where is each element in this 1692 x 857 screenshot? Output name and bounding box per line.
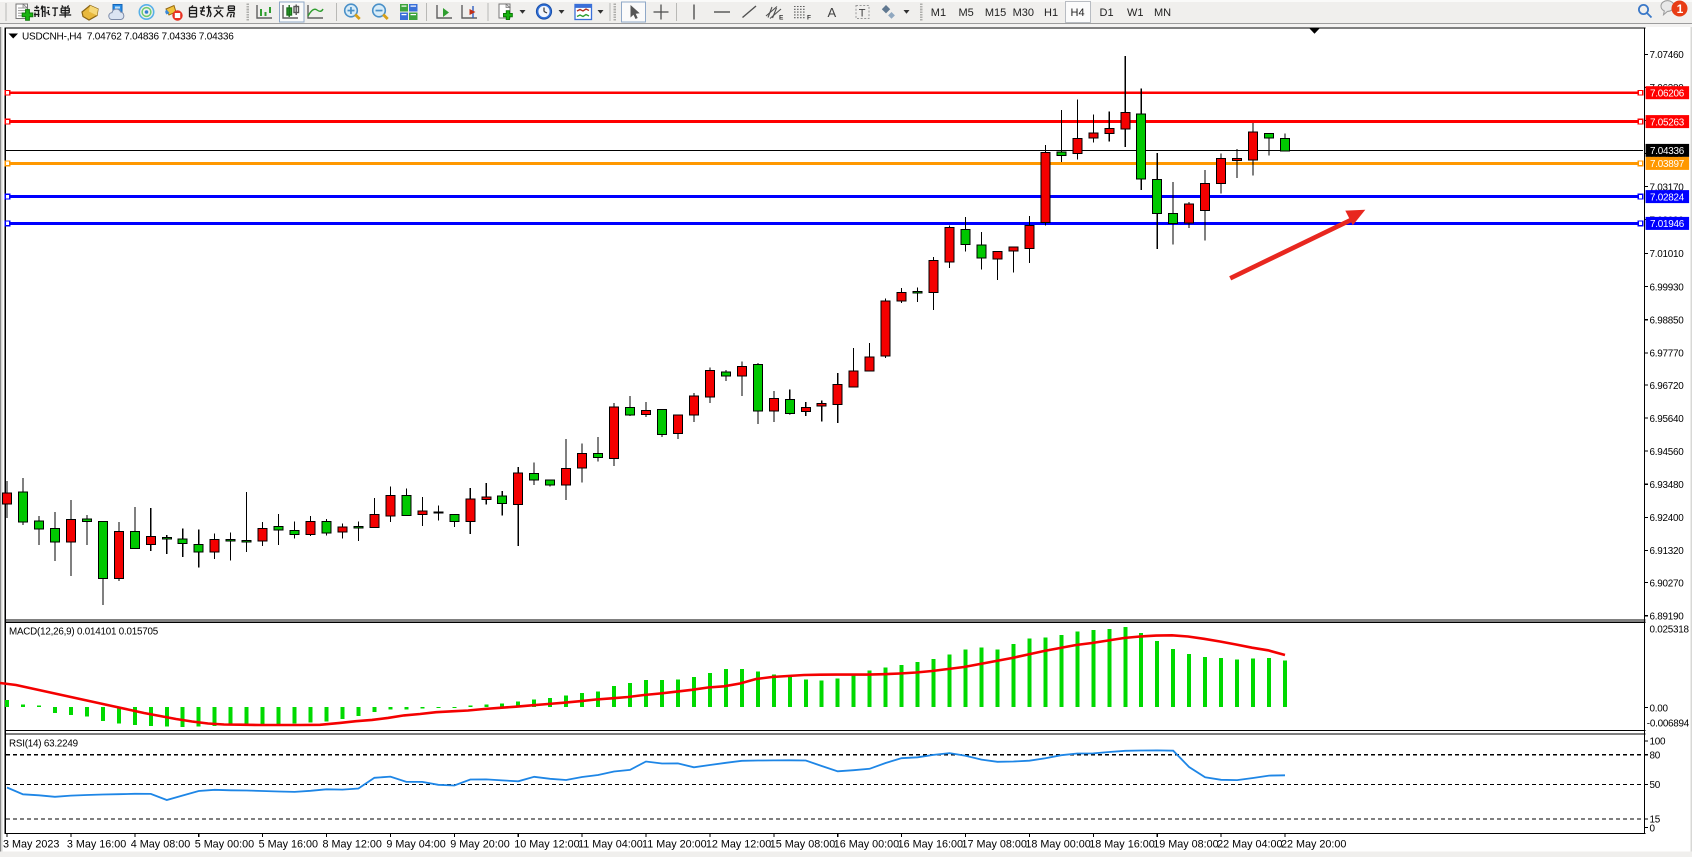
svg-text:9 May 20:00: 9 May 20:00 [450,839,509,851]
svg-text:4 May 08:00: 4 May 08:00 [131,839,190,851]
svg-text:5 May 00:00: 5 May 00:00 [195,839,254,851]
svg-text:18 May 00:00: 18 May 00:00 [1025,839,1090,851]
svg-text:7.01946: 7.01946 [1650,219,1685,230]
svg-text:M30: M30 [1013,7,1034,19]
svg-text:6.92400: 6.92400 [1650,513,1685,524]
svg-text:7.05263: 7.05263 [1650,117,1685,128]
svg-text:M15: M15 [985,7,1006,19]
svg-text:6.91320: 6.91320 [1650,546,1685,557]
svg-text:H4: H4 [1071,7,1085,19]
svg-text:12 May 12:00: 12 May 12:00 [706,839,771,851]
svg-text:6.95640: 6.95640 [1650,414,1685,425]
svg-text:50: 50 [1650,780,1661,791]
svg-text:16 May 16:00: 16 May 16:00 [898,839,963,851]
svg-text:7.04336: 7.04336 [1650,146,1685,157]
svg-text:11 May 04:00: 11 May 04:00 [578,839,643,851]
svg-text:7.01010: 7.01010 [1650,249,1685,260]
svg-text:6.94560: 6.94560 [1650,447,1685,458]
svg-text:100: 100 [1650,737,1666,748]
svg-text:22 May 04:00: 22 May 04:00 [1217,839,1282,851]
svg-text:7.03170: 7.03170 [1650,182,1685,193]
svg-text:0: 0 [1650,823,1656,834]
svg-text:5 May 16:00: 5 May 16:00 [259,839,318,851]
svg-text:18 May 16:00: 18 May 16:00 [1089,839,1154,851]
svg-text:3 May 2023: 3 May 2023 [3,839,59,851]
svg-text:11 May 20:00: 11 May 20:00 [642,839,707,851]
svg-text:3 May 16:00: 3 May 16:00 [67,839,126,851]
svg-text:10 May 12:00: 10 May 12:00 [514,839,579,851]
svg-text:0.00: 0.00 [1650,703,1669,714]
svg-text:6.97770: 6.97770 [1650,349,1685,360]
svg-text:W1: W1 [1127,7,1144,19]
svg-text:6.93480: 6.93480 [1650,480,1685,491]
svg-text:17 May 08:00: 17 May 08:00 [962,839,1027,851]
svg-text:7.02824: 7.02824 [1650,192,1685,203]
svg-text:E: E [779,15,784,22]
svg-text:0.025318: 0.025318 [1650,624,1690,635]
svg-text:6.96720: 6.96720 [1650,381,1685,392]
svg-text:1: 1 [1677,2,1684,16]
svg-text:7.06206: 7.06206 [1650,89,1685,100]
svg-text:15 May 08:00: 15 May 08:00 [770,839,835,851]
svg-text:USDCNH-,H4 7.04762 7.04836 7.: USDCNH-,H4 7.04762 7.04836 7.04336 7.043… [22,31,234,42]
svg-text:6.99930: 6.99930 [1650,282,1685,293]
svg-text:22 May 20:00: 22 May 20:00 [1281,839,1346,851]
svg-text:16 May 00:00: 16 May 00:00 [834,839,899,851]
svg-text:6.89190: 6.89190 [1650,612,1685,623]
svg-text:6.98850: 6.98850 [1650,316,1685,327]
svg-text:MN: MN [1154,7,1171,19]
svg-text:15: 15 [1650,815,1661,826]
svg-text:A: A [828,5,837,20]
svg-text:F: F [807,15,811,22]
svg-text:RSI(14) 63.2249: RSI(14) 63.2249 [9,738,78,749]
svg-text:MACD(12,26,9) 0.014101 0.01570: MACD(12,26,9) 0.014101 0.015705 [9,626,159,637]
svg-text:7.07460: 7.07460 [1650,50,1685,61]
svg-text:-0.006894: -0.006894 [1647,719,1690,730]
svg-text:8 May 12:00: 8 May 12:00 [323,839,382,851]
svg-text:9 May 04:00: 9 May 04:00 [386,839,445,851]
svg-text:H1: H1 [1044,7,1058,19]
svg-text:M5: M5 [959,7,974,19]
svg-text:6.90270: 6.90270 [1650,578,1685,589]
svg-text:80: 80 [1650,751,1661,762]
svg-text:19 May 08:00: 19 May 08:00 [1153,839,1218,851]
svg-text:D1: D1 [1100,7,1114,19]
svg-text:T: T [859,8,866,20]
svg-text:M1: M1 [931,7,946,19]
svg-text:7.03897: 7.03897 [1650,159,1684,170]
